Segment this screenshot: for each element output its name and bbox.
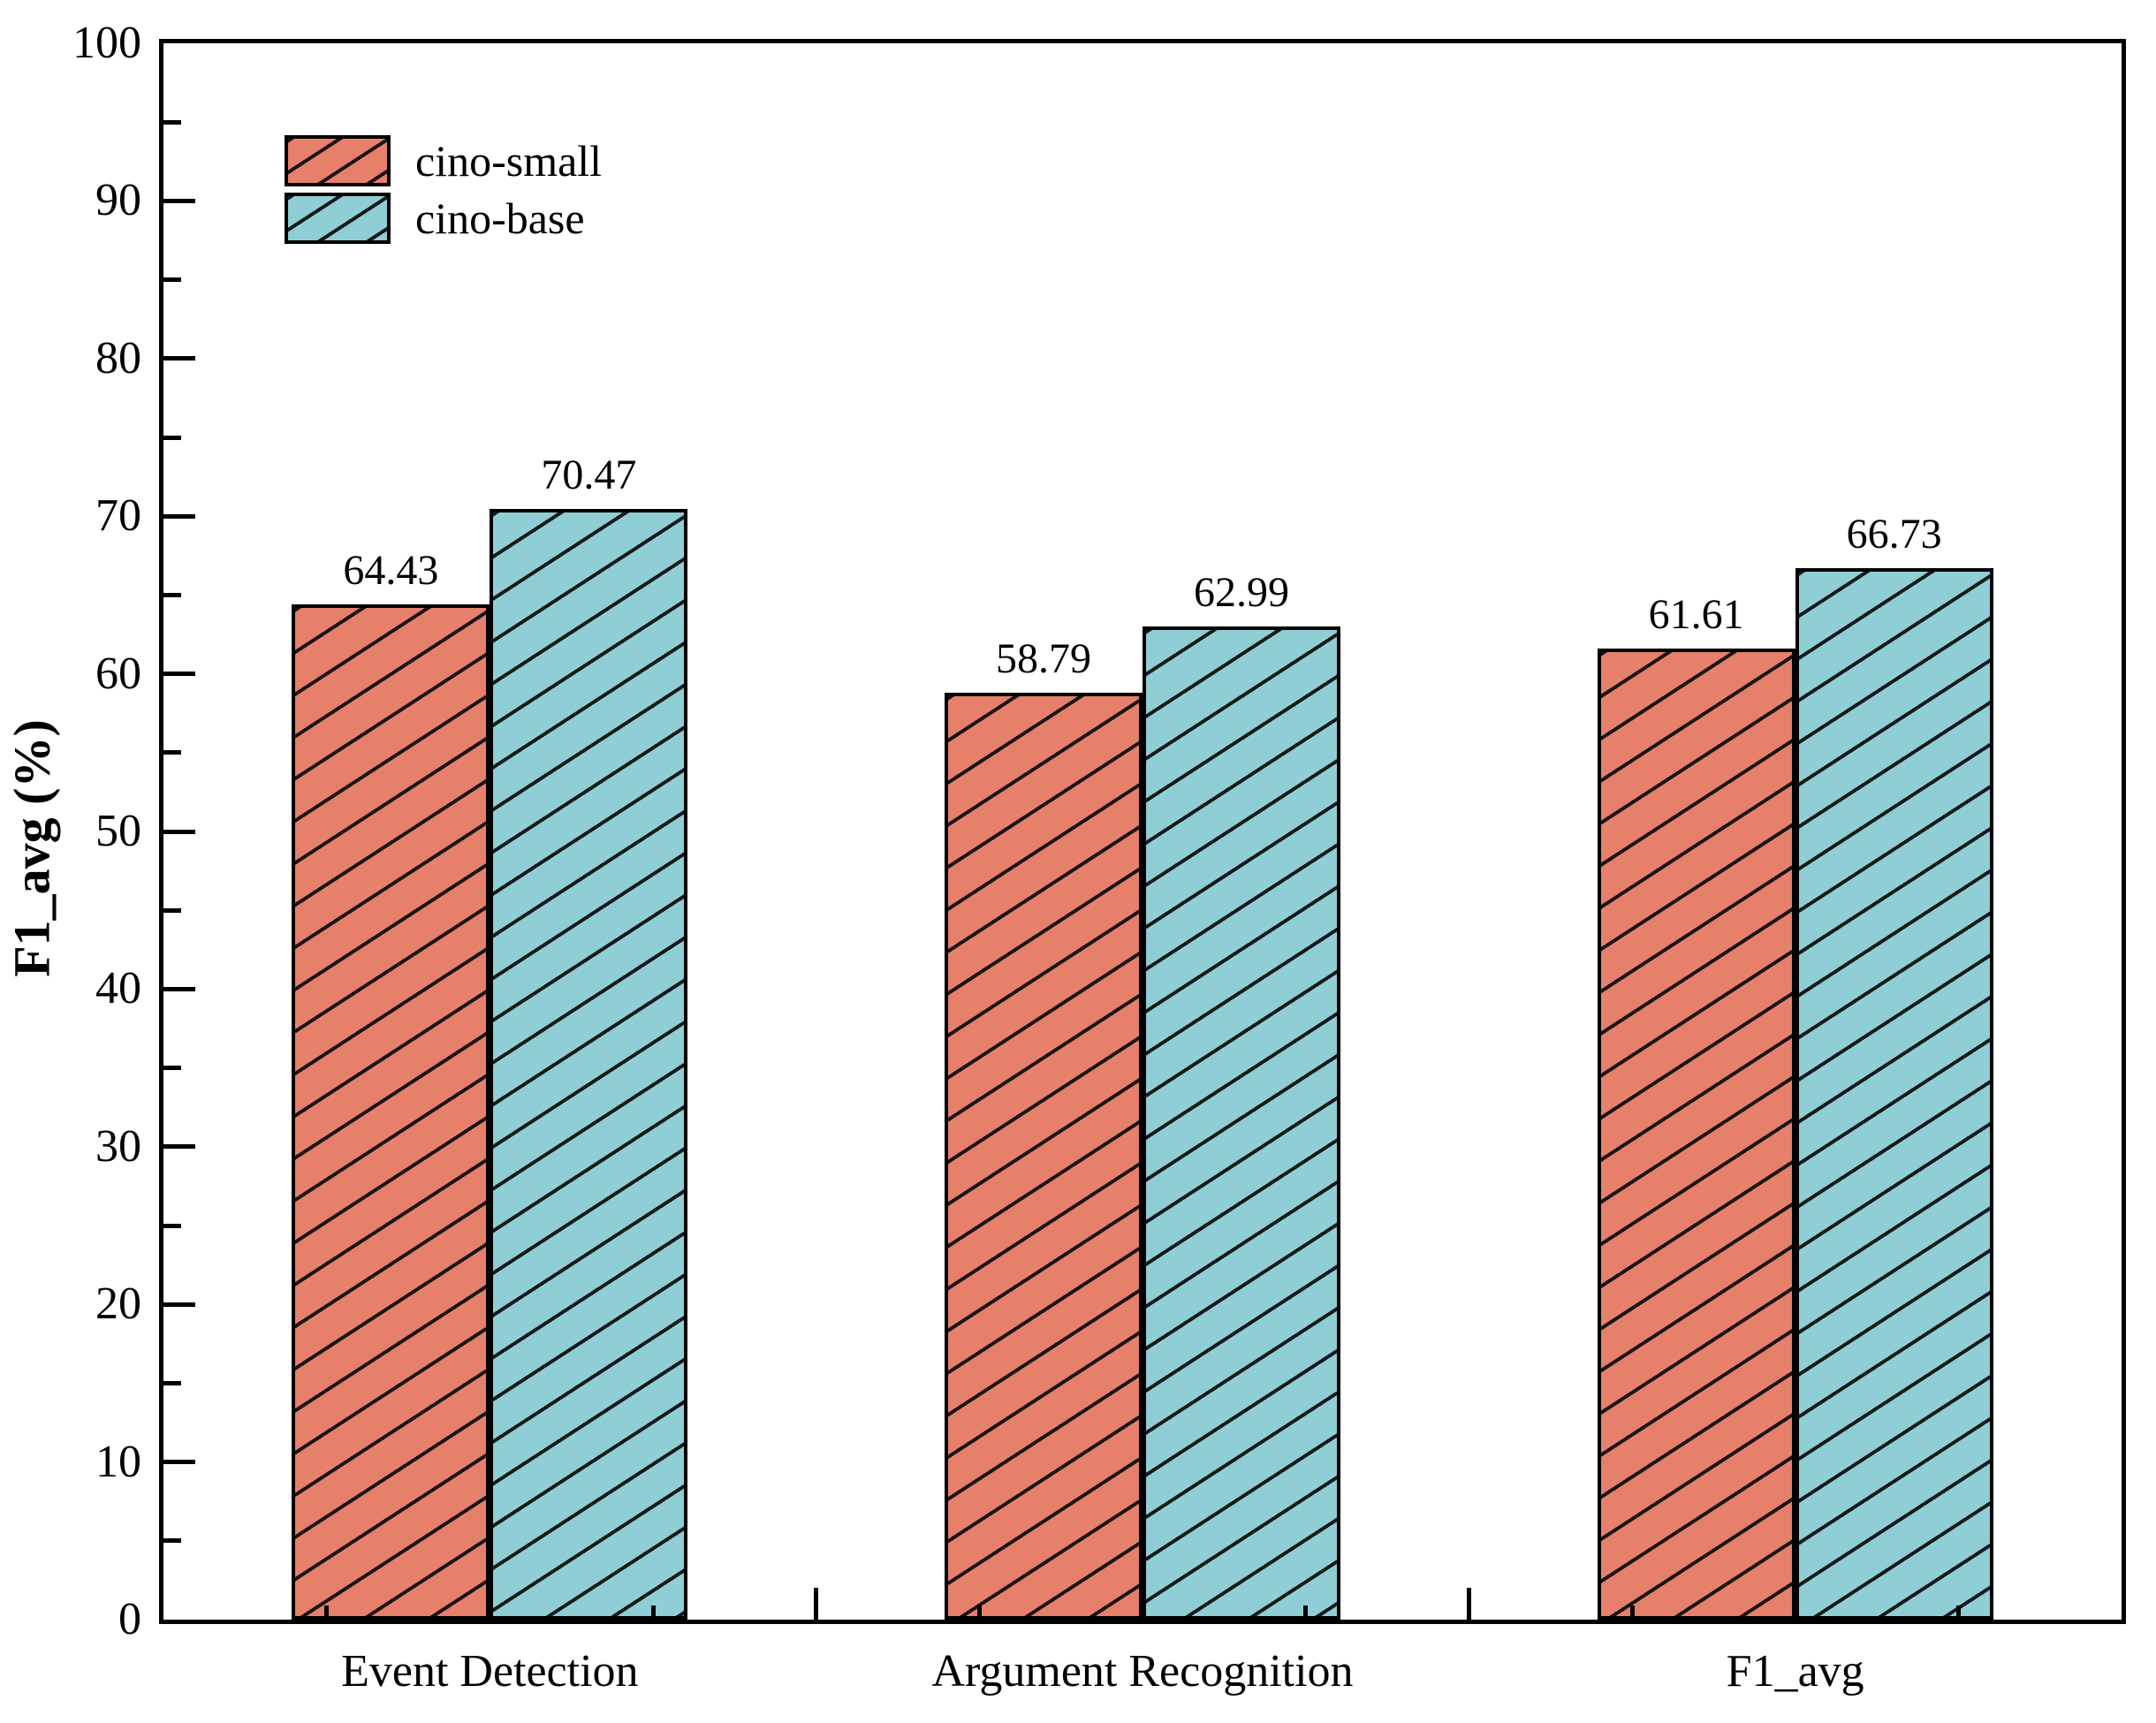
y-axis-minor-tick [163,277,181,283]
y-axis-minor-tick [163,1538,181,1544]
x-axis-minor-tick [1629,1605,1635,1620]
x-axis-category-label: Argument Recognition [931,1646,1354,1696]
y-axis-major-tick [163,198,195,203]
y-axis-major-tick [163,1302,195,1307]
bar-cino-small-event-detection [292,603,490,1620]
y-axis-major-tick [163,986,195,991]
x-axis-boundary-tick [1466,1588,1471,1620]
legend-item-cino-base: cino-base [285,193,602,244]
legend: cino-small cino-base [285,135,603,251]
x-axis-minor-tick [324,1605,330,1620]
bar-value-label: 66.73 [1846,510,1942,558]
bar-cino-small-argument-recognition [945,693,1143,1620]
y-axis-tick-label: 40 [95,963,141,1014]
legend-item-cino-small: cino-small [285,135,603,186]
bar-value-label: 61.61 [1648,590,1744,638]
y-axis-major-tick [163,513,195,519]
bar-value-label: 70.47 [541,451,637,498]
y-axis-minor-tick [163,592,181,597]
x-axis-minor-tick [1955,1605,1961,1620]
bar-cino-base-argument-recognition [1143,626,1340,1620]
y-axis-minor-tick [163,1066,181,1071]
bar-value-label: 64.43 [343,546,439,594]
x-axis-minor-tick [1303,1605,1309,1620]
y-axis-tick-label: 100 [72,18,141,68]
x-axis-minor-tick [650,1605,656,1620]
y-axis-minor-tick [163,119,181,125]
x-axis-boundary-tick [814,1588,819,1620]
y-axis-major-tick [163,672,195,677]
legend-label-cino-small: cino-small [415,136,603,186]
x-axis-category-label: Event Detection [341,1646,639,1696]
y-axis-major-tick [163,1144,195,1150]
bar-cino-base-f1-avg [1795,567,1993,1620]
legend-swatch-cino-small [285,135,391,186]
y-axis-tick-label: 80 [95,332,141,383]
y-axis-tick-label: 20 [95,1279,141,1330]
y-axis-tick-label: 50 [95,806,141,856]
y-axis-minor-tick [163,1223,181,1228]
y-axis-major-tick [163,829,195,834]
y-axis-major-tick [163,1460,195,1465]
y-axis-tick-label: 0 [118,1594,141,1644]
y-axis-major-tick [163,356,195,361]
y-axis-tick-label: 90 [95,175,141,226]
bar-value-label: 58.79 [996,635,1091,683]
y-axis-minor-tick [163,435,181,440]
bar-value-label: 62.99 [1194,569,1289,617]
legend-label-cino-base: cino-base [415,194,585,243]
y-axis-minor-tick [163,1380,181,1385]
x-axis-category-label: F1_avg [1726,1646,1864,1696]
y-axis-tick-label: 60 [95,648,141,699]
plot-area: 64.43 58.79 61.61 70.47 62.99 66.73 [159,39,2126,1624]
legend-swatch-cino-base [285,193,391,244]
y-axis-tick-label: 30 [95,1120,141,1172]
y-axis-tick-label: 70 [95,490,141,542]
y-axis-minor-tick [163,907,181,913]
y-axis-tick-label: 10 [95,1436,141,1487]
bar-cino-base-event-detection [490,508,688,1620]
x-axis-minor-tick [976,1605,982,1620]
y-axis-minor-tick [163,750,181,755]
bar-cino-small-f1-avg [1597,648,1795,1620]
